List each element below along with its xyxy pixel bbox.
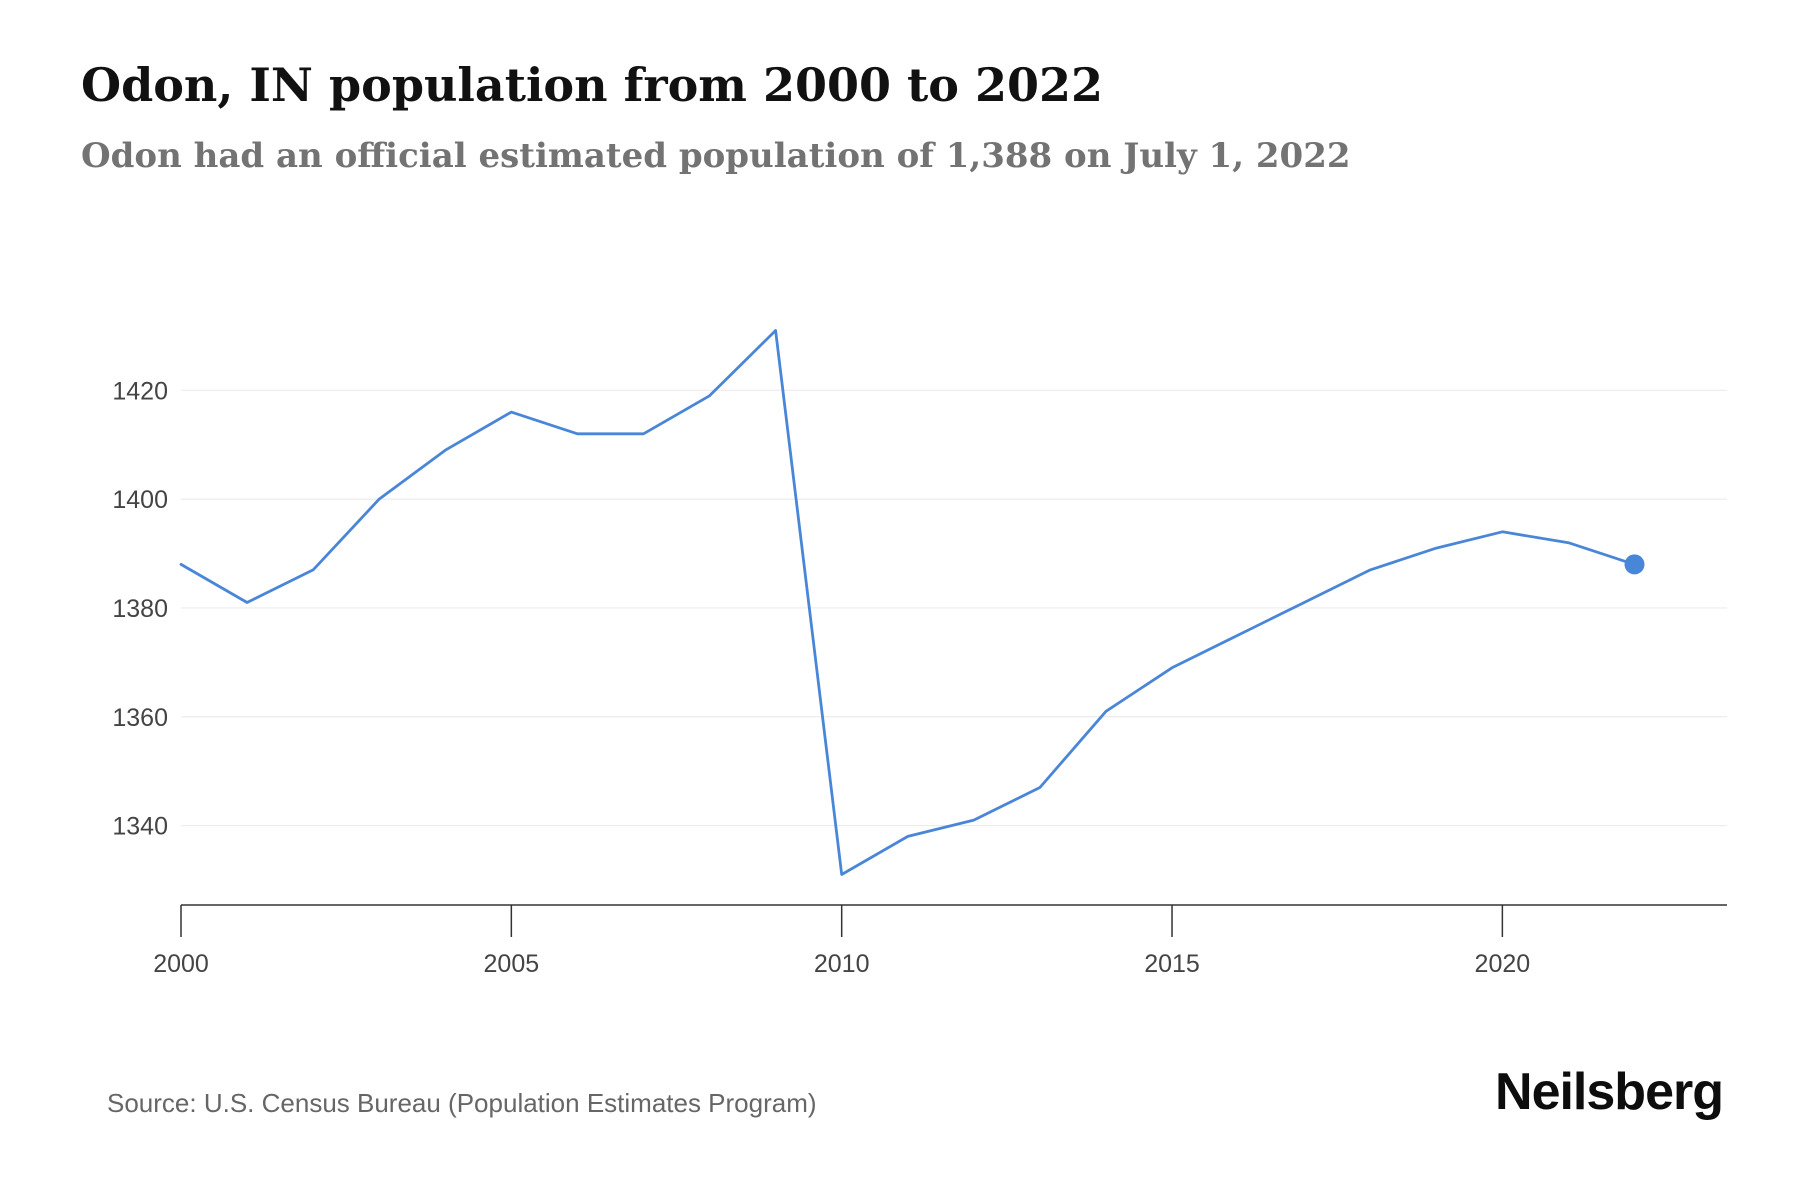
data-point bbox=[1037, 784, 1043, 790]
data-point bbox=[310, 567, 316, 573]
last-data-point bbox=[1624, 554, 1645, 575]
y-tick-label: 1340 bbox=[112, 813, 168, 841]
y-axis-labels: 1340 1360 1380 1400 1420 bbox=[112, 377, 168, 840]
x-axis-labels: 2000 2005 2010 2015 2020 bbox=[153, 950, 1530, 978]
y-tick-label: 1380 bbox=[112, 595, 168, 623]
x-tick-label: 2015 bbox=[1144, 950, 1200, 978]
source-note: Source: U.S. Census Bureau (Population E… bbox=[107, 1088, 817, 1118]
data-point bbox=[1103, 708, 1109, 714]
x-tick-label: 2000 bbox=[153, 950, 209, 978]
x-tick-label: 2005 bbox=[484, 950, 540, 978]
data-point bbox=[178, 561, 184, 567]
x-tick-label: 2020 bbox=[1475, 950, 1531, 978]
data-point bbox=[707, 393, 713, 399]
data-point bbox=[244, 600, 250, 606]
data-point bbox=[442, 447, 448, 453]
neilsberg-logo: Neilsberg bbox=[1495, 1063, 1724, 1121]
y-tick-label: 1400 bbox=[112, 486, 168, 514]
data-point bbox=[1301, 600, 1307, 606]
data-point bbox=[640, 431, 646, 437]
data-point bbox=[1499, 529, 1505, 535]
y-tick-label: 1360 bbox=[112, 704, 168, 732]
y-tick-label: 1420 bbox=[112, 377, 168, 405]
data-point bbox=[574, 431, 580, 437]
chart-subtitle: Odon had an official estimated populatio… bbox=[81, 136, 1351, 176]
data-point bbox=[1367, 567, 1373, 573]
series-line bbox=[179, 329, 1636, 876]
data-point bbox=[376, 496, 382, 502]
data-point bbox=[773, 327, 779, 333]
chart-title: Odon, IN population from 2000 to 2022 bbox=[81, 58, 1103, 112]
data-point bbox=[905, 833, 911, 839]
data-point bbox=[971, 817, 977, 823]
data-point bbox=[1235, 632, 1241, 638]
data-point bbox=[508, 409, 514, 415]
grid-lines bbox=[181, 389, 1727, 827]
x-tick-label: 2010 bbox=[814, 950, 870, 978]
data-point bbox=[1565, 540, 1571, 546]
data-point bbox=[839, 872, 845, 878]
data-point bbox=[1433, 545, 1439, 551]
data-point bbox=[1169, 665, 1175, 671]
series-layer bbox=[178, 327, 1645, 878]
x-axis bbox=[180, 904, 1727, 937]
